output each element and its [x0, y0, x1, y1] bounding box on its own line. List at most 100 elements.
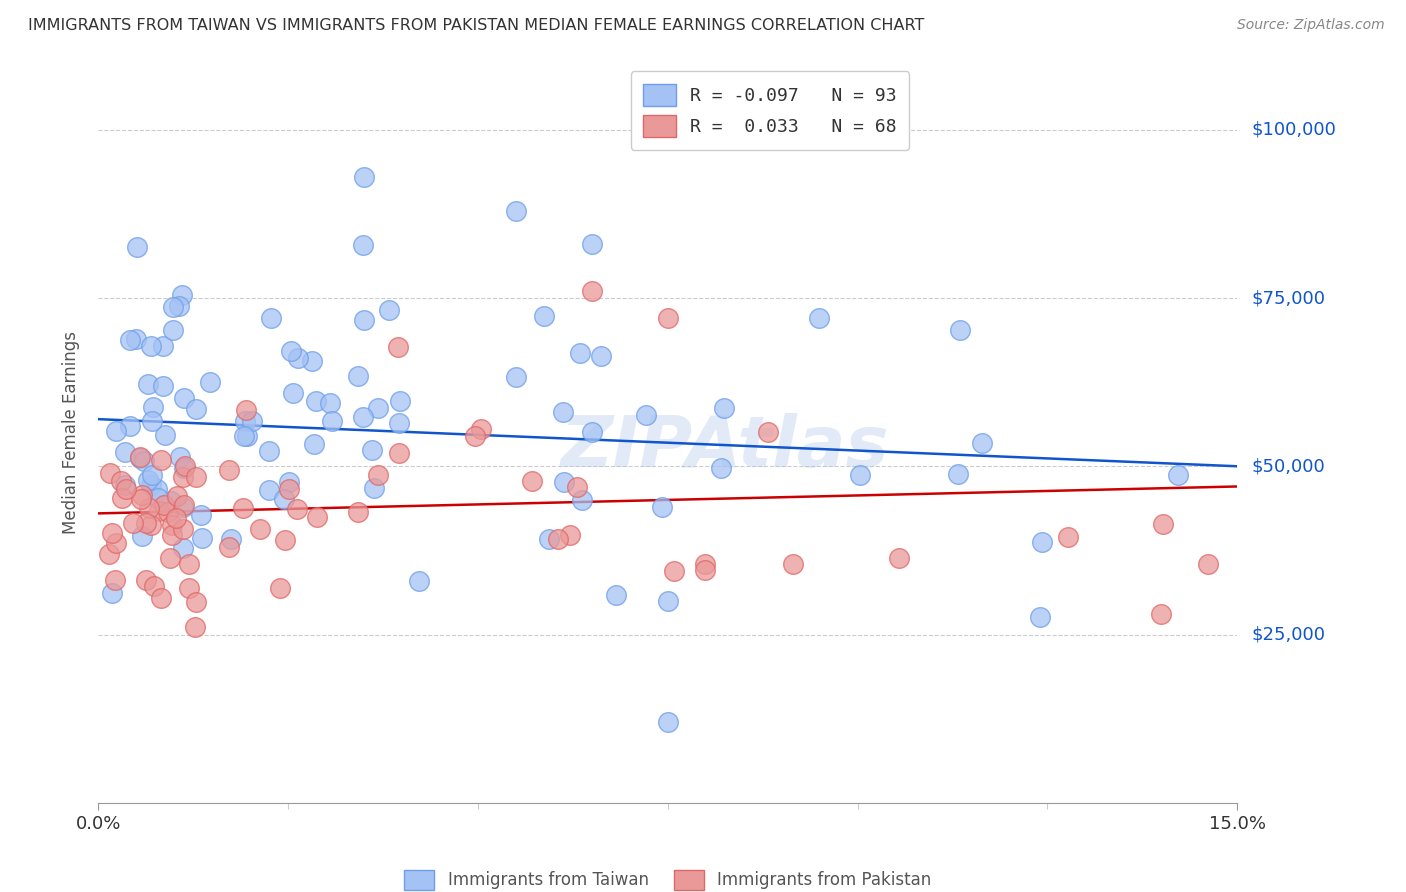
Point: [807, 311, 830, 326]
Point: [387, 340, 409, 354]
Point: [305, 394, 328, 409]
Point: [125, 332, 148, 346]
Point: [131, 529, 153, 543]
Point: [131, 488, 153, 502]
Point: [114, 483, 136, 497]
Point: [142, 400, 165, 414]
Point: [173, 498, 195, 512]
Text: $100,000: $100,000: [1251, 120, 1336, 139]
Point: [388, 446, 411, 460]
Point: [408, 574, 430, 589]
Legend: Immigrants from Taiwan, Immigrants from Pakistan: Immigrants from Taiwan, Immigrants from …: [398, 863, 938, 892]
Point: [257, 483, 280, 497]
Point: [149, 453, 172, 467]
Point: [129, 450, 152, 464]
Point: [537, 532, 560, 546]
Point: [360, 442, 382, 457]
Point: [141, 518, 163, 533]
Point: [111, 491, 134, 505]
Point: [172, 470, 194, 484]
Text: $25,000: $25,000: [1251, 625, 1326, 643]
Point: [281, 386, 304, 401]
Point: [146, 482, 169, 496]
Point: [135, 516, 157, 530]
Point: [242, 413, 264, 427]
Point: [287, 351, 309, 365]
Point: [547, 532, 569, 546]
Point: [165, 511, 187, 525]
Point: [1031, 534, 1053, 549]
Point: [101, 586, 124, 600]
Text: $75,000: $75,000: [1251, 289, 1326, 307]
Point: [657, 311, 679, 326]
Point: [150, 591, 173, 605]
Point: [221, 532, 243, 546]
Point: [605, 588, 627, 602]
Point: [152, 339, 174, 353]
Point: [190, 508, 212, 522]
Point: [186, 470, 208, 484]
Point: [105, 535, 128, 549]
Point: [129, 491, 152, 506]
Point: [378, 303, 401, 318]
Point: [353, 169, 375, 184]
Point: [141, 339, 163, 353]
Point: [560, 528, 582, 542]
Y-axis label: Median Female Earnings: Median Female Earnings: [62, 331, 80, 534]
Point: [186, 402, 208, 417]
Point: [634, 408, 657, 422]
Point: [172, 287, 194, 301]
Point: [367, 401, 389, 415]
Point: [218, 463, 240, 477]
Point: [235, 402, 257, 417]
Point: [662, 564, 685, 578]
Point: [174, 459, 197, 474]
Point: [153, 427, 176, 442]
Point: [889, 551, 911, 566]
Text: $50,000: $50,000: [1251, 458, 1324, 475]
Point: [169, 450, 191, 464]
Point: [218, 540, 240, 554]
Point: [581, 285, 603, 299]
Point: [1150, 607, 1173, 622]
Point: [388, 416, 411, 430]
Point: [134, 573, 156, 587]
Point: [100, 525, 122, 540]
Point: [302, 437, 325, 451]
Point: [695, 558, 717, 572]
Point: [98, 466, 121, 480]
Point: [1028, 610, 1050, 624]
Point: [259, 444, 281, 458]
Point: [269, 581, 291, 595]
Point: [191, 531, 214, 545]
Point: [651, 500, 673, 515]
Point: [657, 594, 679, 608]
Point: [184, 595, 207, 609]
Point: [134, 453, 156, 467]
Point: [136, 377, 159, 392]
Point: [505, 369, 527, 384]
Point: [232, 429, 254, 443]
Point: [569, 346, 592, 360]
Point: [127, 240, 149, 254]
Point: [160, 517, 183, 532]
Point: [235, 415, 257, 429]
Point: [184, 620, 207, 634]
Point: [136, 473, 159, 487]
Point: [347, 505, 370, 519]
Point: [321, 414, 343, 428]
Point: [148, 491, 170, 505]
Point: [114, 444, 136, 458]
Point: [235, 429, 257, 443]
Point: [305, 509, 328, 524]
Point: [1152, 517, 1174, 532]
Point: [110, 474, 132, 488]
Point: [285, 502, 308, 516]
Point: [162, 300, 184, 314]
Point: [162, 323, 184, 337]
Point: [709, 461, 731, 475]
Point: [138, 501, 160, 516]
Point: [1197, 557, 1219, 571]
Point: [346, 368, 368, 383]
Point: [567, 480, 589, 494]
